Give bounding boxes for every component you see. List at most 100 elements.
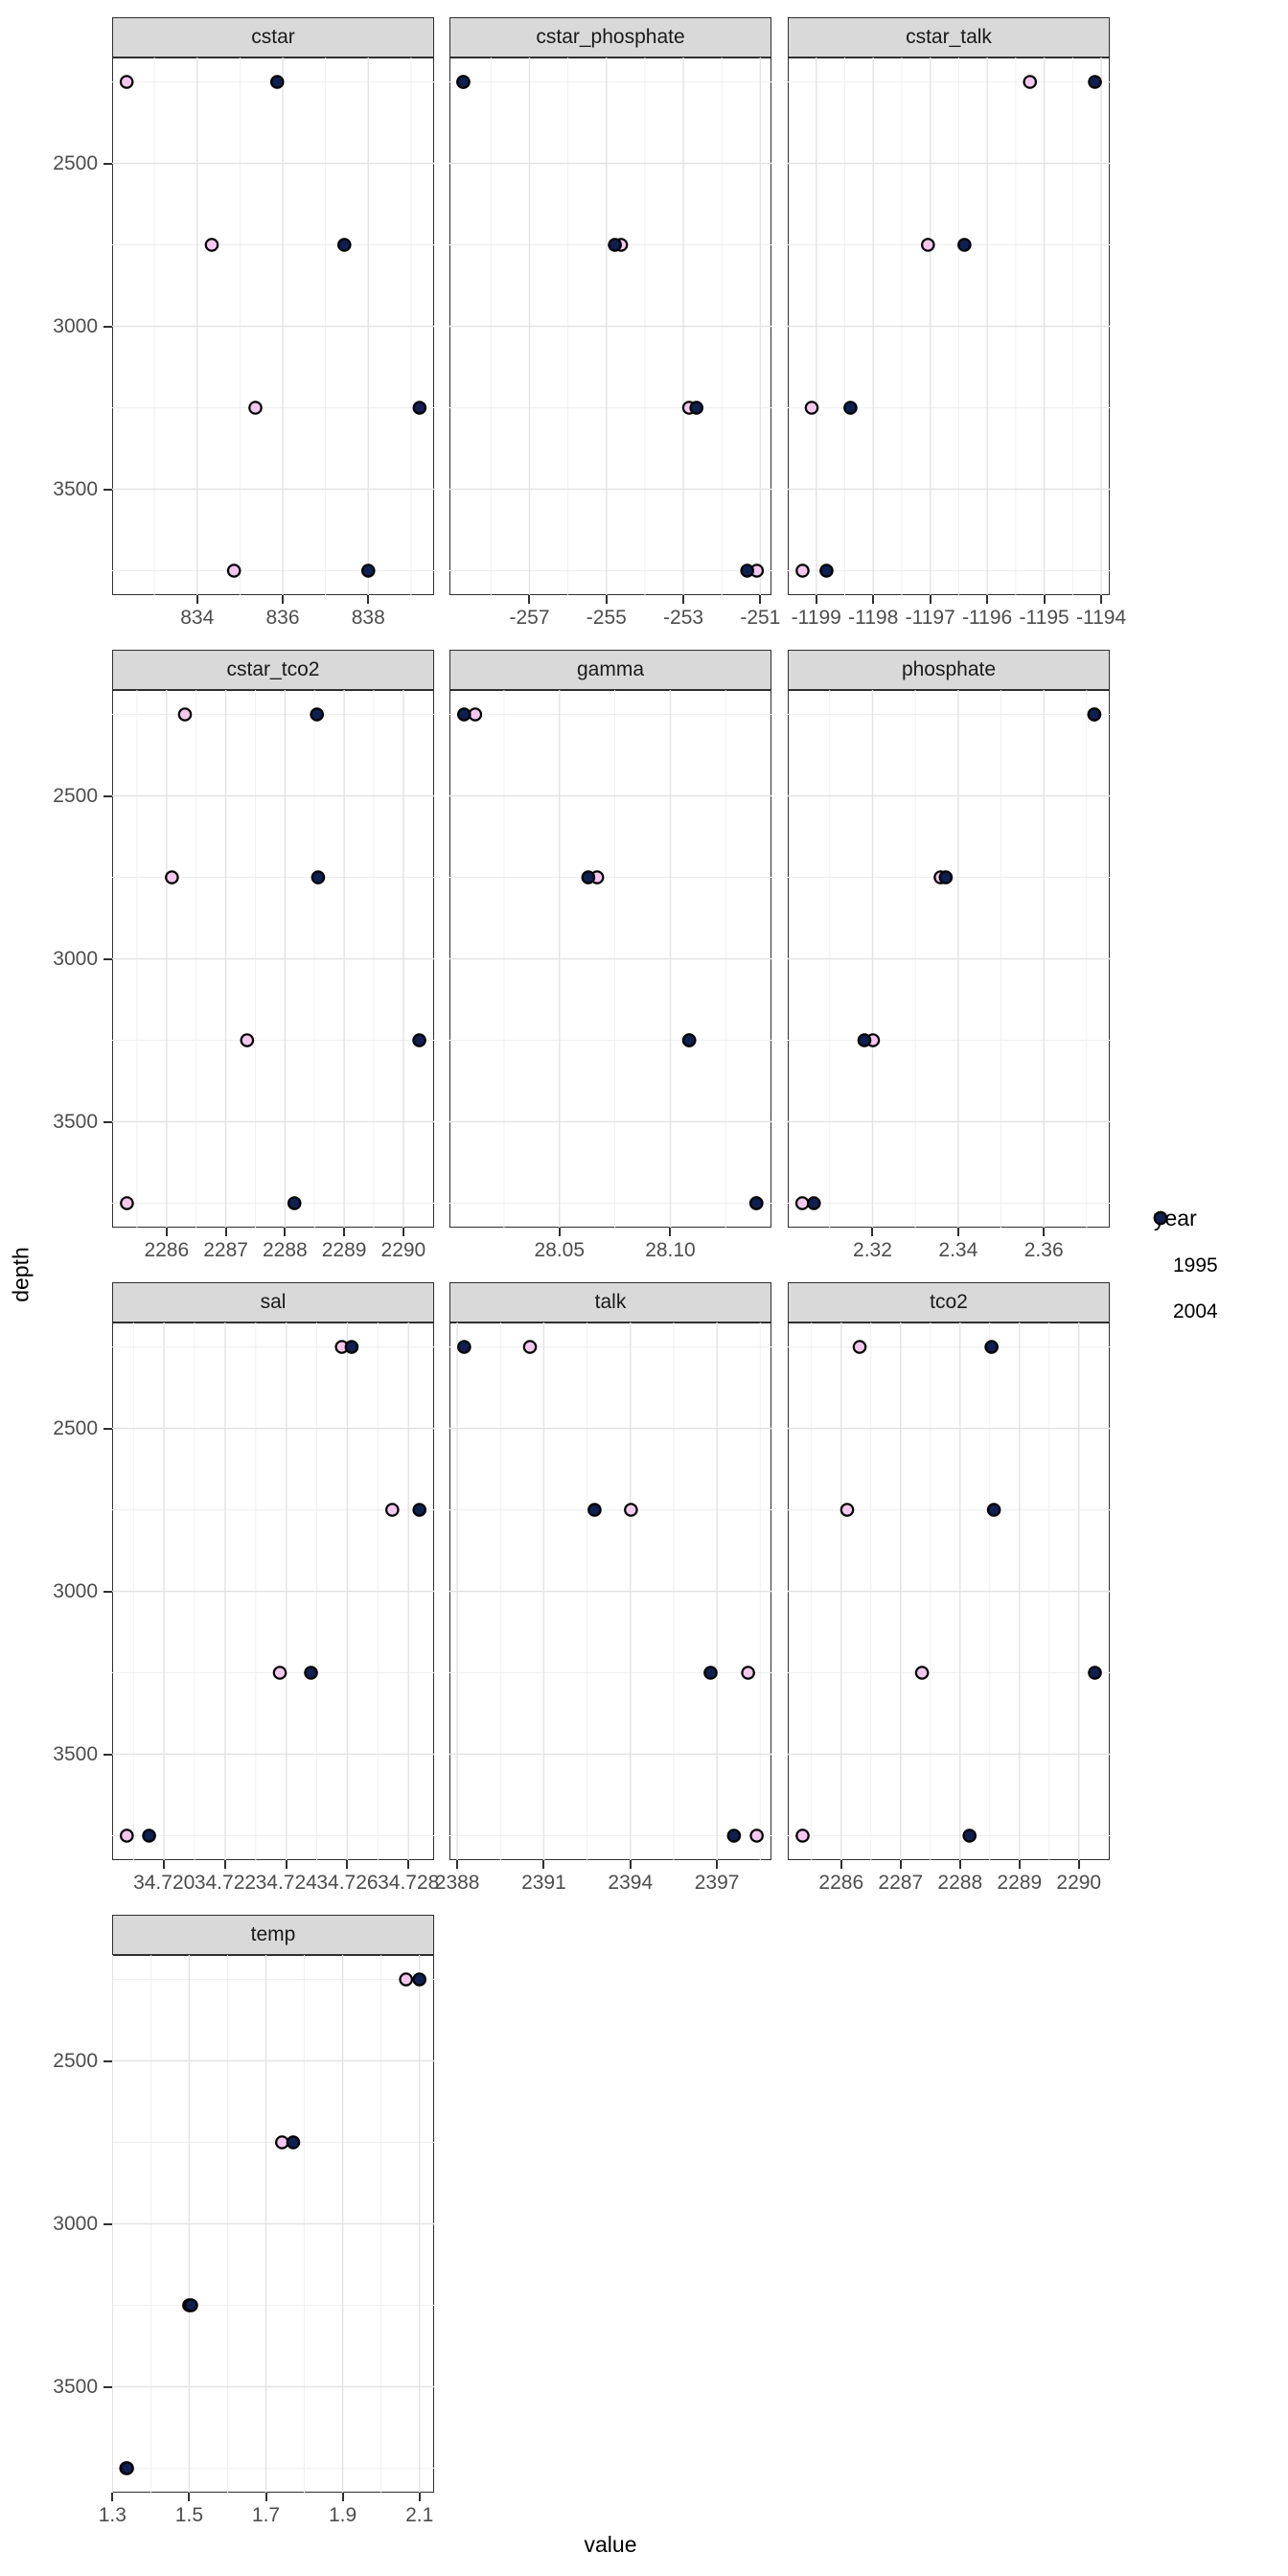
x-tick-label: -1198 <box>848 607 899 629</box>
data-point-cstar-2004 <box>412 401 427 415</box>
x-tick-label: 2.34 <box>938 1239 978 1261</box>
legend-label-1995: 1995 <box>1173 1254 1218 1276</box>
data-point-talk-1995 <box>522 1340 538 1354</box>
x-tick-mark <box>1043 1228 1046 1236</box>
facet-strip-cstar: cstar <box>112 17 434 58</box>
x-tick-label: 836 <box>265 607 300 629</box>
data-point-cstar_tco2-1995 <box>120 1196 134 1210</box>
x-tick-label: 1.9 <box>328 2504 357 2526</box>
y-tick-label: 3500 <box>53 2375 98 2398</box>
data-point-cstar_tco2-1995 <box>177 707 193 722</box>
data-point-cstar_phosphate-2004 <box>689 401 704 415</box>
x-tick-label: 834 <box>180 607 215 629</box>
x-tick-label: -1197 <box>905 607 955 629</box>
x-tick-label: 34.724 <box>255 1872 317 1894</box>
data-point-tco2-2004 <box>1088 1666 1102 1680</box>
data-point-talk-1995 <box>741 1666 755 1680</box>
x-tick-mark <box>282 595 285 604</box>
x-tick-mark <box>163 1860 166 1869</box>
x-tick-label: 2286 <box>818 1872 864 1894</box>
x-tick-label: 28.05 <box>534 1239 586 1261</box>
facet-plot-temp <box>112 1955 434 2493</box>
facet-strip-cstar_tco2: cstar_tco2 <box>112 650 434 690</box>
x-tick-mark <box>343 1228 346 1236</box>
data-point-tco2-1995 <box>852 1340 867 1354</box>
y-tick-mark <box>104 488 112 491</box>
x-tick-mark <box>264 2493 267 2501</box>
x-tick-mark <box>986 595 989 604</box>
data-point-cstar-2004 <box>269 75 285 89</box>
x-tick-mark <box>542 1860 545 1869</box>
x-tick-mark <box>871 1228 874 1236</box>
x-tick-mark <box>682 595 685 604</box>
data-point-talk-2004 <box>587 1503 602 1517</box>
y-tick-label: 2500 <box>53 151 98 174</box>
x-tick-label: -1196 <box>962 607 1013 629</box>
x-tick-mark <box>285 1860 288 1869</box>
x-tick-label: 2391 <box>521 1872 566 1894</box>
facet-strip-gamma: gamma <box>449 650 771 690</box>
facet-plot-tco2 <box>788 1322 1110 1860</box>
x-tick-mark <box>759 595 762 604</box>
facet-strip-talk: talk <box>449 1282 771 1322</box>
facet-plot-cstar_tco2 <box>112 690 434 1228</box>
x-tick-mark <box>418 2493 421 2501</box>
legend-title: year <box>1154 1206 1197 1230</box>
data-point-phosphate-2004 <box>938 870 954 885</box>
data-point-tco2-2004 <box>984 1340 999 1354</box>
x-tick-label: 2.32 <box>853 1239 892 1261</box>
x-tick-label: 2394 <box>608 1872 654 1894</box>
x-tick-label: 2287 <box>878 1872 924 1894</box>
data-point-cstar-1995 <box>119 75 134 89</box>
data-point-sal-2004 <box>344 1340 359 1354</box>
data-point-temp-2004 <box>412 1972 427 1987</box>
data-point-sal-2004 <box>304 1666 318 1680</box>
data-point-talk-2004 <box>703 1666 718 1680</box>
y-tick-mark <box>104 794 112 797</box>
data-point-cstar_phosphate-2004 <box>740 564 755 578</box>
y-tick-mark <box>104 2222 112 2225</box>
legend-label-2004: 2004 <box>1173 1300 1218 1322</box>
y-tick-mark <box>104 1753 112 1756</box>
data-point-cstar_tco2-1995 <box>165 870 179 885</box>
data-point-cstar_talk-1995 <box>804 401 819 415</box>
x-tick-label: -1199 <box>791 607 841 629</box>
y-tick-label: 3500 <box>53 477 98 500</box>
y-tick-label: 3000 <box>53 1579 98 1602</box>
data-point-cstar-2004 <box>360 564 376 578</box>
facet-strip-tco2: tco2 <box>788 1282 1110 1322</box>
x-tick-label: 34.728 <box>378 1872 440 1894</box>
data-point-cstar_talk-1995 <box>795 564 810 578</box>
x-tick-label: 838 <box>351 607 385 629</box>
data-point-sal-1995 <box>385 1503 400 1517</box>
facet-plot-cstar_talk <box>788 58 1110 595</box>
x-tick-mark <box>346 1860 349 1869</box>
x-tick-mark <box>402 1228 404 1236</box>
y-tick-mark <box>104 1120 112 1123</box>
data-point-cstar-1995 <box>248 401 263 415</box>
y-tick-mark <box>104 957 112 960</box>
legend-item-2004: 2004 <box>1153 1210 1282 1323</box>
x-tick-label: -257 <box>509 607 550 629</box>
legend-key-2004-icon <box>1153 1210 1168 1226</box>
data-point-gamma-2004 <box>681 1033 697 1047</box>
data-point-tco2-1995 <box>795 1828 810 1843</box>
data-point-cstar-1995 <box>226 564 242 578</box>
legend-item-1995: 1995 <box>1153 1210 1282 1277</box>
x-tick-label: 2288 <box>937 1872 983 1894</box>
x-tick-label: 34.722 <box>194 1872 257 1894</box>
data-point-cstar_talk-2004 <box>1088 75 1102 89</box>
data-point-temp-2004 <box>286 2135 301 2150</box>
data-point-tco2-1995 <box>914 1666 930 1680</box>
data-point-cstar-1995 <box>204 238 219 252</box>
facet-plot-gamma <box>449 690 771 1228</box>
x-tick-label: -253 <box>663 607 704 629</box>
legend: year 1995 2004 <box>1148 1206 1282 1323</box>
data-point-phosphate-1995 <box>794 1196 810 1210</box>
data-point-cstar_talk-2004 <box>957 238 972 252</box>
data-point-cstar_talk-2004 <box>819 564 834 578</box>
x-tick-mark <box>1018 1860 1021 1869</box>
facet-plot-talk <box>449 1322 771 1860</box>
y-tick-mark <box>104 1590 112 1593</box>
x-tick-label: -251 <box>740 607 781 629</box>
